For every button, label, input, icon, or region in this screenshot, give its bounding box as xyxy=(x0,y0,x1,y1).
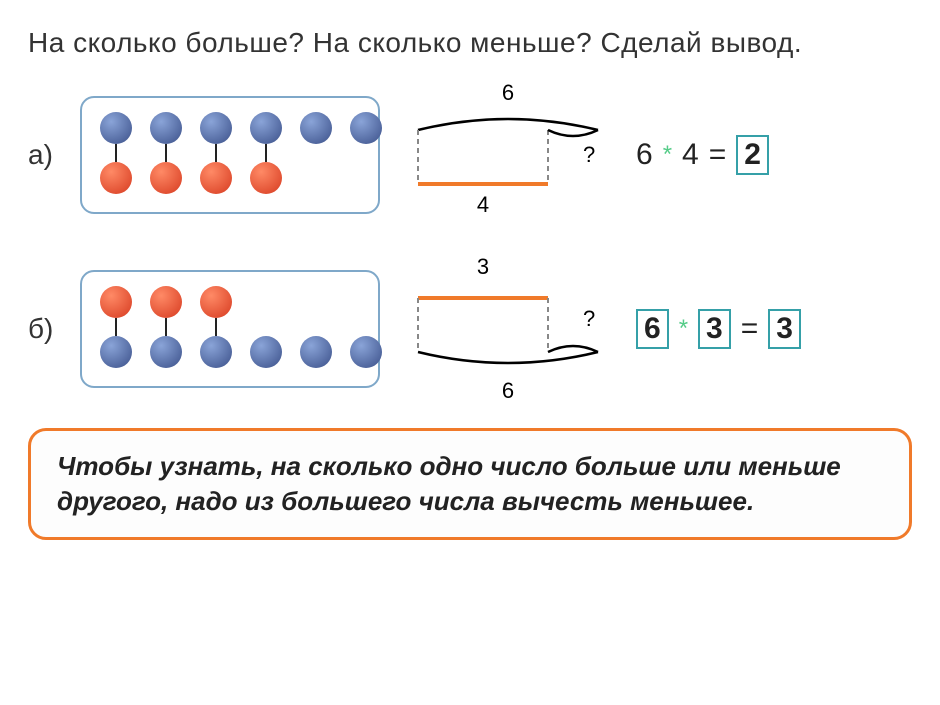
exercise-row-b: б) 3 ? 6 6 * 3 = 3 xyxy=(28,254,912,404)
dot-blue xyxy=(200,112,232,144)
dot-red xyxy=(150,162,182,194)
dot-blue xyxy=(300,336,332,368)
eq-operand-a: 6 xyxy=(636,138,653,172)
rule-box: Чтобы узнать, на сколько одно число боль… xyxy=(28,428,912,540)
eq-equals: = xyxy=(741,312,759,346)
dot-blue xyxy=(200,336,232,368)
connector xyxy=(215,318,217,336)
equation-b: 6 * 3 = 3 xyxy=(636,309,801,349)
dot-red xyxy=(100,162,132,194)
eq-equals: = xyxy=(709,138,727,172)
diagram-top-label: 6 xyxy=(502,80,514,105)
eq-operator: * xyxy=(663,141,672,169)
dots-top-row xyxy=(100,112,360,194)
eq-operand-b: 4 xyxy=(682,138,699,172)
comparison-diagram-b: 3 ? 6 xyxy=(398,254,618,404)
connector xyxy=(115,144,117,162)
dot-red xyxy=(250,162,282,194)
dot-red xyxy=(100,286,132,318)
dot-blue xyxy=(250,112,282,144)
rule-text: Чтобы узнать, на сколько одно число боль… xyxy=(57,449,883,519)
connector xyxy=(265,144,267,162)
diagram-top-label: 3 xyxy=(477,254,489,279)
connector xyxy=(165,144,167,162)
dot-blue xyxy=(300,112,332,144)
diagram-bottom-label: 6 xyxy=(502,378,514,403)
exercise-row-a: а) 6 ? 4 6 * 4 = 2 xyxy=(28,80,912,230)
row-label: б) xyxy=(28,313,62,345)
dot-blue xyxy=(100,336,132,368)
eq-operand-b-box[interactable]: 3 xyxy=(698,309,731,349)
dots-row-b xyxy=(100,286,360,368)
connector xyxy=(215,144,217,162)
dot-blue xyxy=(100,112,132,144)
dot-blue xyxy=(350,336,382,368)
dot-blue xyxy=(350,112,382,144)
eq-operand-a-box[interactable]: 6 xyxy=(636,309,669,349)
dots-box-a xyxy=(80,96,380,214)
connector xyxy=(115,318,117,336)
dot-blue xyxy=(150,112,182,144)
connector xyxy=(165,318,167,336)
row-label: а) xyxy=(28,139,62,171)
dot-red xyxy=(150,286,182,318)
equation-a: 6 * 4 = 2 xyxy=(636,135,769,175)
comparison-diagram-a: 6 ? 4 xyxy=(398,80,618,230)
eq-result-box[interactable]: 3 xyxy=(768,309,801,349)
dots-box-b xyxy=(80,270,380,388)
dot-red xyxy=(200,162,232,194)
diagram-unknown: ? xyxy=(583,142,595,167)
dot-red xyxy=(200,286,232,318)
diagram-bottom-label: 4 xyxy=(477,192,489,217)
question-text: На сколько больше? На сколько меньше? Сд… xyxy=(28,24,912,62)
eq-operator: * xyxy=(679,315,688,343)
dot-blue xyxy=(250,336,282,368)
dot-blue xyxy=(150,336,182,368)
diagram-unknown: ? xyxy=(583,306,595,331)
eq-result-box[interactable]: 2 xyxy=(736,135,769,175)
